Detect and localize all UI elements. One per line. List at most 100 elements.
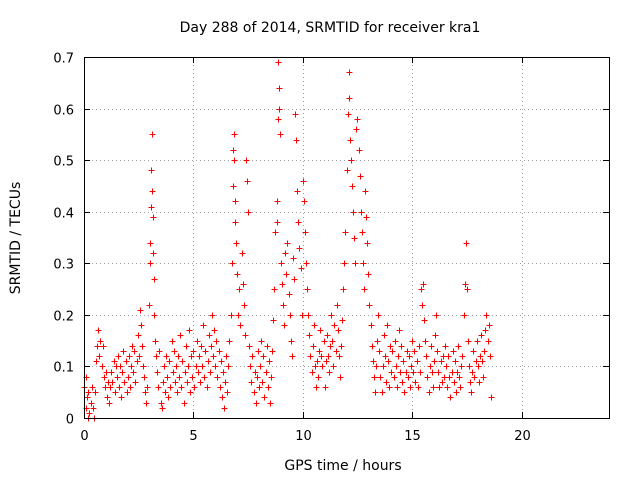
data-point	[392, 338, 399, 345]
data-point	[268, 374, 275, 381]
data-point	[364, 240, 371, 247]
data-point	[130, 369, 137, 376]
data-point	[231, 131, 238, 138]
data-point	[171, 348, 178, 355]
axis-ticks: 0 5 10 15 20 0 0.1 0.2 0.3 0.4 0.5 0.6 0.7	[53, 52, 609, 444]
data-point	[304, 286, 311, 293]
data-point	[121, 379, 128, 386]
data-point	[219, 394, 226, 401]
data-point	[348, 157, 355, 164]
data-point	[127, 384, 134, 391]
data-point	[338, 343, 345, 350]
data-point	[404, 348, 411, 355]
data-point	[96, 353, 103, 360]
data-point	[444, 384, 451, 391]
data-point	[188, 353, 195, 360]
data-point	[278, 260, 285, 267]
data-point	[456, 374, 463, 381]
data-point	[431, 358, 438, 365]
data-point	[422, 338, 429, 345]
data-point	[241, 302, 248, 309]
data-point	[187, 389, 194, 396]
data-point	[196, 353, 203, 360]
data-point	[214, 374, 221, 381]
data-point	[264, 343, 271, 350]
data-point	[138, 322, 145, 329]
y-axis-label: SRMTID / TECUs	[8, 182, 24, 295]
data-point	[310, 343, 317, 350]
data-point	[151, 276, 158, 283]
x-tick-label: 0	[80, 429, 88, 444]
data-point	[255, 348, 262, 355]
data-point	[387, 343, 394, 350]
x-tick-label: 15	[404, 429, 421, 444]
data-point	[208, 343, 215, 350]
data-point	[117, 363, 124, 370]
data-point	[312, 363, 319, 370]
data-point	[475, 363, 482, 370]
data-point	[109, 379, 116, 386]
data-point	[473, 358, 480, 365]
data-point	[162, 389, 169, 396]
data-point	[420, 281, 427, 288]
data-point	[240, 281, 247, 288]
data-point	[358, 209, 365, 216]
data-point	[242, 332, 249, 339]
data-point	[222, 379, 229, 386]
data-point	[419, 302, 426, 309]
y-tick-label: 0.3	[53, 258, 74, 273]
data-point	[486, 322, 493, 329]
data-point	[231, 157, 238, 164]
data-point	[218, 358, 225, 365]
data-point	[476, 379, 483, 386]
data-point	[309, 369, 316, 376]
data-point	[377, 374, 384, 381]
data-point	[230, 147, 237, 154]
data-point	[435, 369, 442, 376]
y-tick-label: 0.5	[53, 155, 74, 170]
data-point	[185, 363, 192, 370]
data-point	[335, 327, 342, 334]
data-point	[265, 384, 272, 391]
data-point	[405, 374, 412, 381]
data-point	[467, 379, 474, 386]
data-point	[439, 379, 446, 386]
data-point	[366, 302, 373, 309]
data-point	[274, 198, 281, 205]
data-point	[283, 271, 290, 278]
data-point	[453, 389, 460, 396]
data-point	[323, 358, 330, 365]
data-point	[183, 343, 190, 350]
data-point	[254, 374, 261, 381]
data-point	[374, 338, 381, 345]
data-point	[142, 389, 149, 396]
data-point	[450, 348, 457, 355]
data-point	[88, 400, 95, 407]
data-point	[176, 374, 183, 381]
data-point	[375, 312, 382, 319]
data-point	[237, 322, 244, 329]
data-point	[296, 245, 303, 252]
data-point	[455, 343, 462, 350]
data-point	[409, 338, 416, 345]
data-point	[146, 302, 153, 309]
data-point	[412, 379, 419, 386]
data-point	[158, 400, 165, 407]
data-point	[384, 322, 391, 329]
data-point	[432, 332, 439, 339]
data-point	[385, 358, 392, 365]
data-point	[159, 405, 166, 412]
data-point	[155, 384, 162, 391]
chart-title: Day 288 of 2014, SRMTID for receiver kra…	[180, 20, 481, 36]
data-point	[408, 363, 415, 370]
data-point	[170, 369, 177, 376]
y-tick-label: 0.6	[53, 104, 74, 119]
data-point	[190, 348, 197, 355]
y-tick-label: 0	[66, 413, 74, 428]
data-point	[137, 307, 144, 314]
data-points	[81, 59, 495, 422]
data-point	[368, 322, 375, 329]
data-point	[395, 353, 402, 360]
data-point	[288, 338, 295, 345]
data-point	[326, 369, 333, 376]
